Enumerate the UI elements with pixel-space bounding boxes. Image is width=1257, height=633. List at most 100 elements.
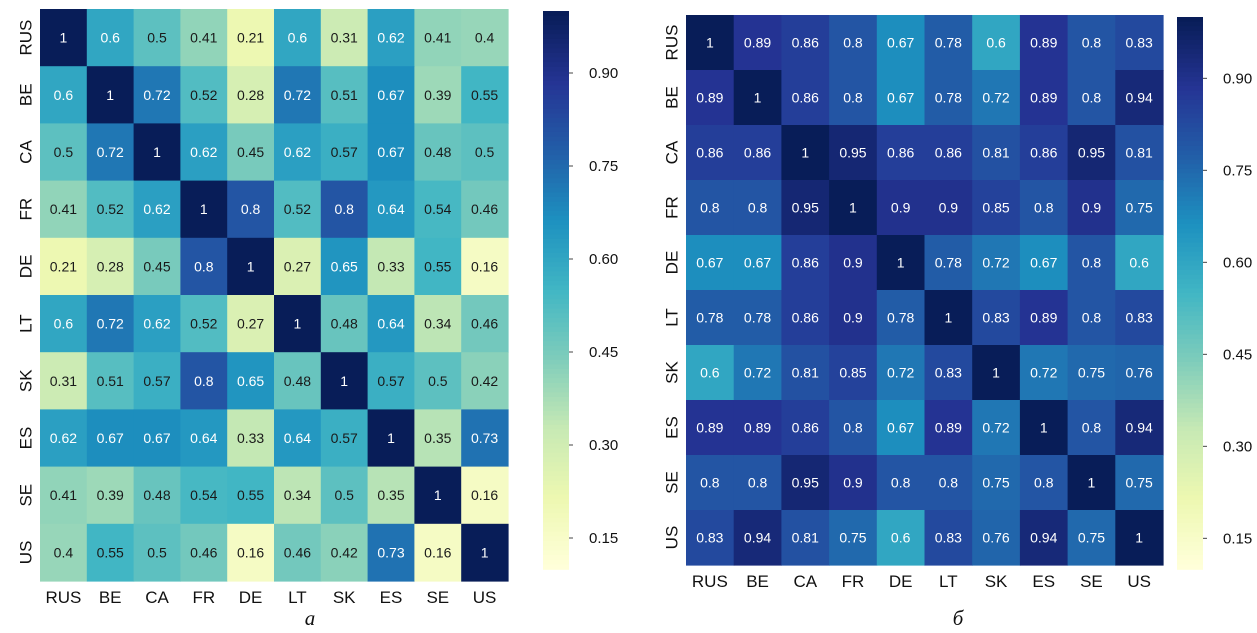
cell-value-label: 0.9	[843, 255, 863, 271]
cell-value-label: 0.73	[471, 430, 498, 446]
colorbar-segment	[543, 480, 569, 487]
heatmap-cell	[86, 66, 135, 124]
heatmap-cell	[86, 237, 135, 296]
colorbar-segment	[543, 406, 569, 412]
heatmap-cell	[86, 466, 135, 525]
cell-value-label: 1	[754, 90, 762, 106]
cell-value-label: 0.46	[471, 201, 498, 217]
heatmap-cell	[461, 466, 509, 525]
colorbar-segment	[1177, 205, 1203, 211]
cell-value-label: 0.89	[1030, 90, 1057, 106]
cell-value-label: 1	[387, 430, 395, 446]
cell-value-label: 0.86	[792, 90, 819, 106]
colorbar-segment	[543, 173, 569, 180]
cell-value-label: 0.41	[50, 487, 77, 503]
heatmap-cell	[367, 352, 415, 410]
colorbar-segment	[543, 308, 569, 315]
heatmap-cell	[924, 400, 973, 456]
heatmap-cell	[461, 237, 509, 296]
heatmap-cell	[972, 290, 1021, 346]
heatmap-cell	[414, 352, 462, 410]
heatmap-cell	[1019, 235, 1069, 291]
colorbar-segment	[1177, 375, 1203, 382]
colorbar-segment	[543, 127, 569, 133]
cell-value-label: 0.94	[1126, 420, 1153, 436]
colorbar-segment	[543, 336, 569, 342]
colorbar-segment	[1177, 329, 1203, 336]
cell-value-label: 1	[801, 145, 809, 161]
heatmap-cell	[686, 125, 735, 181]
heatmap-cell	[320, 180, 369, 239]
colorbar-segment	[543, 513, 569, 519]
heatmap-cell	[686, 290, 735, 346]
cell-value-label: 0.8	[700, 475, 720, 491]
x-tick-label: ES	[1032, 572, 1055, 591]
cell-value-label: 0.27	[284, 258, 311, 274]
heatmap-cell	[1019, 400, 1069, 456]
heatmap-cell	[1115, 510, 1164, 566]
heatmap-cell	[733, 125, 782, 181]
heatmap-cell	[686, 510, 735, 566]
colorbar-segment	[543, 350, 569, 356]
y-tick-label: SE	[663, 471, 682, 494]
x-tick-label: FR	[192, 588, 215, 607]
colorbar-segment	[1177, 237, 1203, 244]
colorbar-segment	[543, 476, 569, 482]
colorbar-segment	[543, 210, 569, 217]
x-tick-label: CA	[793, 572, 817, 591]
colorbar-segment	[543, 355, 569, 361]
colorbar-segment	[543, 438, 569, 445]
colorbar-segment	[543, 276, 569, 282]
heatmap-cell	[686, 180, 735, 236]
colorbar-segment	[543, 20, 569, 26]
heatmap-cell	[367, 66, 415, 124]
cell-value-label: 0.75	[1078, 365, 1105, 381]
cell-value-label: 0.83	[1126, 310, 1153, 326]
heatmap-cell	[829, 70, 878, 126]
heatmap-cell	[461, 409, 509, 468]
cell-value-label: 0.16	[471, 258, 498, 274]
colorbar-segment	[543, 229, 569, 235]
cell-value-label: 0.6	[700, 365, 720, 381]
y-tick-label: ES	[663, 416, 682, 439]
heatmap-cell	[320, 66, 369, 124]
cell-value-label: 0.64	[190, 430, 217, 446]
y-tick-label: SE	[17, 484, 36, 507]
heatmap-cell	[829, 510, 878, 566]
colorbar-segment	[543, 71, 569, 77]
colorbar-segment	[1177, 408, 1203, 414]
heatmap-cell	[133, 180, 181, 239]
y-tick-label: DE	[663, 251, 682, 275]
cell-value-label: 0.89	[1030, 310, 1057, 326]
heatmap-cell	[320, 237, 369, 296]
cell-value-label: 0.72	[982, 255, 1009, 271]
heatmap-cell	[686, 15, 735, 71]
colorbar-segment	[1177, 431, 1203, 437]
colorbar-segment	[1177, 398, 1203, 405]
heatmap-cell	[972, 15, 1021, 71]
cell-value-label: 0.48	[284, 373, 311, 389]
heatmap-cell	[1115, 180, 1164, 236]
colorbar-segment	[1177, 523, 1203, 529]
cell-value-label: 0.75	[1126, 475, 1153, 491]
heatmap-cell	[1067, 180, 1116, 236]
cell-value-label: 0.72	[143, 87, 170, 103]
heatmap-cell	[972, 235, 1021, 291]
heatmap-cell	[180, 523, 228, 582]
colorbar-segment	[543, 280, 569, 287]
colorbar-segment	[1177, 283, 1203, 290]
heatmap-cell	[781, 290, 830, 346]
colorbar-segment	[543, 429, 569, 435]
heatmap-cell	[781, 400, 830, 456]
colorbar-tick-label: 0.75	[589, 158, 618, 175]
cell-value-label: 0.9	[891, 200, 911, 216]
cell-value-label: 0.9	[843, 475, 863, 491]
colorbar-segment	[1177, 233, 1203, 239]
heatmap-cell	[274, 409, 322, 468]
cell-value-label: 0.45	[237, 144, 264, 160]
heatmap-cell	[320, 352, 369, 410]
heatmap-cell	[876, 400, 926, 456]
colorbar-segment	[543, 24, 569, 31]
colorbar-segment	[543, 220, 569, 226]
cell-value-label: 1	[992, 365, 1000, 381]
